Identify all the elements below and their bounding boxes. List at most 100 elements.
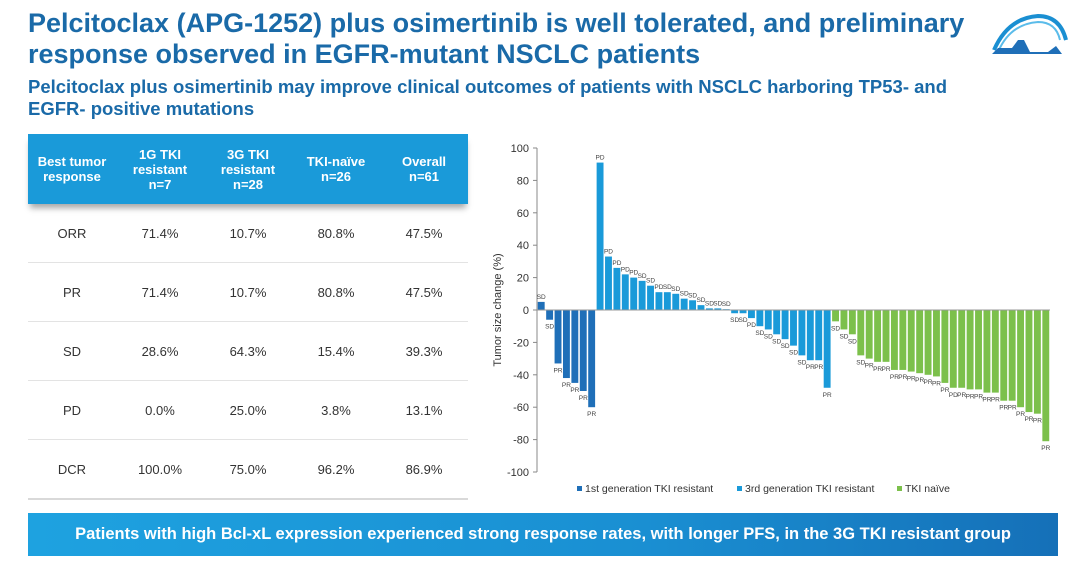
bar xyxy=(622,274,629,310)
bar-label: PR xyxy=(587,411,596,418)
bar xyxy=(555,310,562,363)
bar xyxy=(571,310,578,383)
bar-label: PR xyxy=(1041,445,1050,452)
table-row: PR71.4%10.7%80.8%47.5% xyxy=(28,263,468,322)
legend-swatch xyxy=(897,486,902,491)
y-tick-label: -20 xyxy=(513,337,529,349)
header-cell: 3G TKI resistant n=28 xyxy=(204,147,292,192)
bar xyxy=(538,302,545,310)
bar xyxy=(967,310,974,389)
bar-label: PR xyxy=(570,387,579,394)
bar xyxy=(597,163,604,310)
y-tick-label: -40 xyxy=(513,370,529,382)
bar xyxy=(983,310,990,393)
bar-label: SD xyxy=(722,301,731,308)
bar xyxy=(916,310,923,373)
table-row: ORR71.4%10.7%80.8%47.5% xyxy=(28,204,468,263)
header-cell: Overall n=61 xyxy=(380,154,468,184)
bar xyxy=(1000,310,1007,401)
bar xyxy=(765,310,772,329)
table-cell: 64.3% xyxy=(204,344,292,359)
bar xyxy=(908,310,915,372)
y-axis-label: Tumor size change (%) xyxy=(492,253,504,366)
table-cell: 96.2% xyxy=(292,462,380,477)
bar xyxy=(1009,310,1016,401)
table-cell: 71.4% xyxy=(116,285,204,300)
bar-label: PR xyxy=(554,367,563,374)
table-cell: 80.8% xyxy=(292,285,380,300)
page-title: Pelcitoclax (APG-1252) plus osimertinib … xyxy=(28,8,978,70)
banner-text: Patients with high Bcl-xL expression exp… xyxy=(75,525,1011,544)
table-cell: 3.8% xyxy=(292,403,380,418)
bar xyxy=(891,310,898,370)
bar-label: PD xyxy=(604,249,613,256)
table-cell: 80.8% xyxy=(292,226,380,241)
bar xyxy=(546,310,553,320)
bar xyxy=(933,310,940,376)
bar-label: PR xyxy=(991,397,1000,404)
y-tick-label: 40 xyxy=(517,240,529,252)
table-cell: 100.0% xyxy=(116,462,204,477)
table-cell: 0.0% xyxy=(116,403,204,418)
bar xyxy=(941,310,948,383)
table-cell: 47.5% xyxy=(380,285,468,300)
bar xyxy=(580,310,587,391)
table-cell: 13.1% xyxy=(380,403,468,418)
table-cell: 75.0% xyxy=(204,462,292,477)
row-label: DCR xyxy=(28,462,116,477)
bar-label: PD xyxy=(596,155,605,162)
bar xyxy=(655,292,662,310)
bar xyxy=(824,310,831,388)
bar-label: PR xyxy=(823,392,832,399)
bar xyxy=(798,310,805,355)
bar xyxy=(639,281,646,310)
header-cell: Best tumor response xyxy=(28,154,116,184)
bar xyxy=(1034,310,1041,414)
bar-label: PR xyxy=(814,364,823,371)
bar xyxy=(866,310,873,359)
table-body: ORR71.4%10.7%80.8%47.5%PR71.4%10.7%80.8%… xyxy=(28,204,468,500)
header-cell: TKI-naïve n=26 xyxy=(292,154,380,184)
table-row: PD0.0%25.0%3.8%13.1% xyxy=(28,381,468,440)
bar xyxy=(563,310,570,378)
bar xyxy=(756,310,763,326)
table-cell: 47.5% xyxy=(380,226,468,241)
table-cell: 25.0% xyxy=(204,403,292,418)
bar xyxy=(689,300,696,310)
bar xyxy=(883,310,890,362)
bar xyxy=(815,310,822,360)
bar xyxy=(874,310,881,362)
bar xyxy=(588,310,595,407)
row-label: SD xyxy=(28,344,116,359)
bar xyxy=(1017,310,1024,407)
table-row: SD28.6%64.3%15.4%39.3% xyxy=(28,322,468,381)
bar xyxy=(672,294,679,310)
bar-label: SD xyxy=(537,294,546,301)
conclusion-banner: Patients with high Bcl-xL expression exp… xyxy=(28,513,1058,556)
y-tick-label: 80 xyxy=(517,175,529,187)
bar-label: SD xyxy=(789,350,798,357)
bar xyxy=(925,310,932,375)
bar xyxy=(664,292,671,310)
bar xyxy=(790,310,797,346)
bar xyxy=(647,286,654,310)
legend-swatch xyxy=(577,486,582,491)
table-row: DCR100.0%75.0%96.2%86.9% xyxy=(28,440,468,500)
legend-swatch xyxy=(737,486,742,491)
bar xyxy=(630,278,637,310)
table-cell: 15.4% xyxy=(292,344,380,359)
table-cell: 28.6% xyxy=(116,344,204,359)
response-table: Best tumor response 1G TKI resistant n=7… xyxy=(28,134,468,500)
bar xyxy=(950,310,957,388)
y-tick-label: 20 xyxy=(517,273,529,285)
bar-label: PD xyxy=(747,322,756,329)
y-tick-label: -60 xyxy=(513,402,529,414)
bar xyxy=(841,310,848,329)
row-label: PD xyxy=(28,403,116,418)
page-subtitle: Pelcitoclax plus osimertinib may improve… xyxy=(28,76,978,120)
waterfall-chart: 100806040200-20-40-60-80-100Tumor size c… xyxy=(485,138,1065,503)
bar-label: SD xyxy=(831,325,840,332)
legend-label: TKI naïve xyxy=(905,483,950,495)
bar xyxy=(782,310,789,339)
bar xyxy=(605,257,612,310)
